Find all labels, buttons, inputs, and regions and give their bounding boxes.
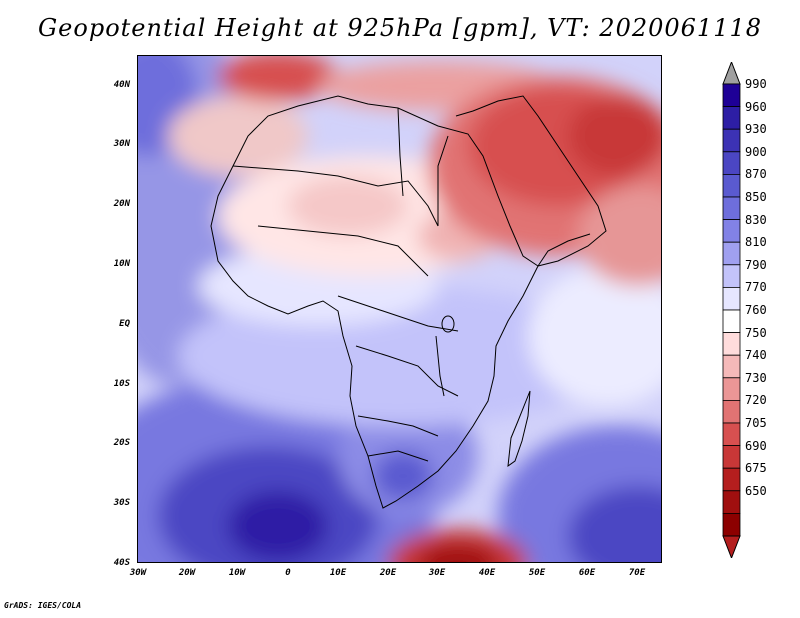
colorbar-swatch xyxy=(722,106,741,130)
colorbar-under-arrow xyxy=(722,535,741,558)
colorbar-level-label: 810 xyxy=(745,235,767,250)
lon-label-10w: 10W xyxy=(228,568,246,578)
colorbar-swatch xyxy=(722,151,741,175)
colorbar-swatch xyxy=(722,377,741,401)
colorbar: 990 960 930 900 870 850 830 810 790 770 760 750 740 7… xyxy=(721,62,800,558)
lon-label-50e: 50E xyxy=(528,568,546,578)
lat-label-40s: 40S xyxy=(113,558,130,568)
colorbar-swatch xyxy=(722,196,741,221)
lon-label-30w: 30W xyxy=(129,568,147,578)
lon-label-20w: 20W xyxy=(178,568,196,578)
colorbar-swatch xyxy=(722,354,741,379)
colorbar-swatch xyxy=(722,309,741,334)
lon-label-40e: 40E xyxy=(478,568,496,578)
map-title: Geopotential Height at 925hPa [gpm], VT:… xyxy=(38,14,762,42)
lat-label-10s: 10S xyxy=(113,379,130,389)
colorbar-level-label: 830 xyxy=(745,212,767,227)
colorbar-swatch xyxy=(722,83,741,108)
lakes xyxy=(435,315,455,397)
lat-label-30n: 30N xyxy=(113,139,130,149)
colorbar-level-label: 790 xyxy=(745,257,767,272)
colorbar-swatch xyxy=(722,219,741,243)
lon-label-30e: 30E xyxy=(428,568,446,578)
colorbar-swatch xyxy=(722,286,741,311)
lon-label-0: 0 xyxy=(285,568,291,578)
colorbar-level-label: 760 xyxy=(745,303,767,317)
colorbar-swatch xyxy=(722,241,741,266)
lon-label-70e: 70E xyxy=(628,568,646,578)
colorbar-swatch xyxy=(722,512,741,537)
colorbar-level-label: 720 xyxy=(745,393,767,408)
lon-label-20e: 20E xyxy=(379,568,397,578)
colorbar-level-label: 960 xyxy=(745,99,767,114)
lat-label-10n: 10N xyxy=(113,259,130,269)
colorbar-level-label: 690 xyxy=(745,438,767,453)
colorbar-swatches xyxy=(722,62,741,558)
colorbar-swatch xyxy=(722,490,741,514)
colorbar-swatch xyxy=(722,445,741,469)
lat-label-20n: 20N xyxy=(113,199,130,209)
lat-label-40n: 40N xyxy=(113,80,130,90)
lon-label-10e: 10E xyxy=(329,568,347,578)
colorbar-level-label: 740 xyxy=(745,348,767,363)
colorbar-level-label: 900 xyxy=(745,144,767,159)
colorbar-swatch xyxy=(722,128,741,153)
colorbar-level-label: 870 xyxy=(745,167,767,182)
lat-label-20s: 20S xyxy=(113,438,130,448)
colorbar-swatch xyxy=(722,174,741,198)
colorbar-level-label: 770 xyxy=(745,280,767,295)
colorbar-level-label: 850 xyxy=(745,190,767,204)
height-field-map xyxy=(138,56,661,562)
grads-credit: GrADS: IGES/COLA xyxy=(4,601,82,610)
colorbar-over-arrow xyxy=(722,62,741,85)
coastlines xyxy=(210,95,607,509)
colorbar-level-label: 705 xyxy=(745,416,767,430)
colorbar-swatch xyxy=(722,264,741,288)
colorbar-level-label: 750 xyxy=(745,325,767,340)
lat-label-30s: 30S xyxy=(113,498,130,508)
colorbar-level-label: 730 xyxy=(745,370,767,385)
colorbar-swatch xyxy=(722,467,741,492)
colorbar-swatch xyxy=(722,422,741,447)
colorbar-swatch xyxy=(722,399,741,424)
colorbar-level-label: 675 xyxy=(745,461,767,476)
colorbar-level-label: 930 xyxy=(745,122,767,137)
lat-label-eq: EQ xyxy=(119,319,130,329)
map-panel xyxy=(137,55,662,563)
colorbar-swatch xyxy=(722,332,741,356)
lon-label-60e: 60E xyxy=(578,568,596,578)
colorbar-level-label: 650 xyxy=(745,483,767,498)
colorbar-level-label: 990 xyxy=(745,77,767,91)
